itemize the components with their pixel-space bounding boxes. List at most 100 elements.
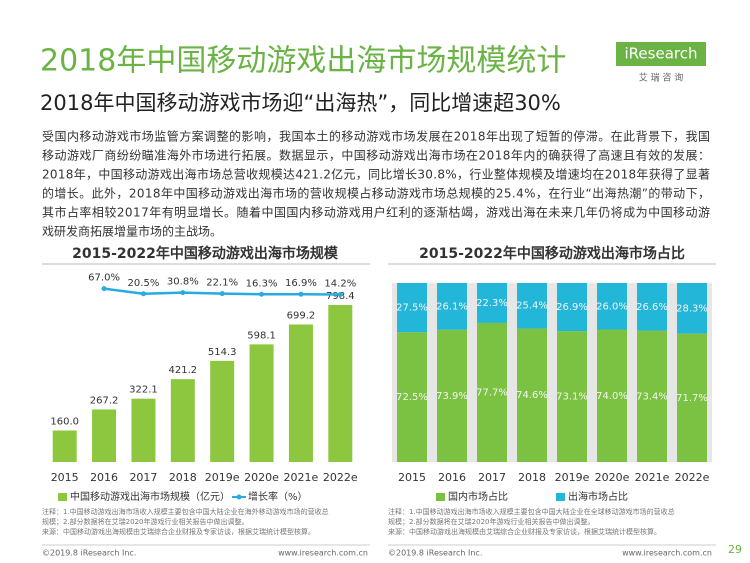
x-tick-label: 2021e — [635, 471, 670, 484]
stacked-bar — [597, 283, 627, 330]
growth-point — [219, 291, 225, 297]
page-title: 2018年中国移动游戏出海市场规模统计 — [40, 44, 566, 79]
data-label: 25.4% — [516, 301, 548, 312]
data-label: 71.7% — [676, 393, 708, 404]
growth-point — [298, 291, 304, 297]
data-label: 77.7% — [476, 387, 508, 398]
data-label: 26.0% — [596, 301, 628, 312]
stacked-bar — [677, 333, 707, 462]
paragraph-line: 其市占率相较2017年有明显增长。随着中国国内移动游戏用户红利的逐渐枯竭，游戏出… — [42, 205, 710, 220]
note: 来源：中国移动游戏出海规模由艾瑞综合企业财报及专家访谈，根据艾瑞统计模型核算。 — [42, 527, 315, 536]
x-tick-label: 2016 — [438, 471, 466, 484]
stacked-bar — [477, 322, 507, 462]
growth-point — [101, 286, 107, 292]
copyright: ©2019.8 iResearch Inc. — [388, 549, 482, 558]
data-label: 74.0% — [596, 391, 628, 402]
copyright: ©2019.8 iResearch Inc. — [42, 549, 136, 558]
data-label: 26.9% — [556, 302, 588, 313]
legend-swatch — [556, 493, 565, 501]
bar — [131, 398, 156, 462]
legend-label: 中国移动游戏出海市场规模（亿元） — [70, 490, 230, 503]
data-label: 16.9% — [285, 278, 317, 289]
stacked-bar — [437, 329, 467, 462]
chart-title: 2015-2022年中国移动游戏出海市场规模 — [72, 245, 339, 262]
data-label: 26.1% — [436, 301, 468, 312]
data-label: 267.2 — [90, 395, 119, 406]
paragraph-line: 戏研发商拓展增量市场的主战场。 — [42, 224, 222, 239]
data-label: 22.1% — [206, 278, 238, 289]
stacked-bar — [637, 283, 667, 331]
legend-swatch — [58, 493, 67, 501]
x-tick-label: 2015 — [51, 471, 79, 484]
stacked-bar — [517, 283, 547, 329]
stacked-bar — [437, 283, 467, 330]
url: www.iresearch.com.cn — [622, 549, 712, 558]
bar — [288, 324, 313, 462]
data-label: 74.6% — [516, 390, 548, 401]
data-label: 72.5% — [396, 392, 428, 403]
legend-label: 国内市场占比 — [448, 490, 508, 503]
x-tick-label: 2022e — [323, 471, 358, 484]
legend-label: 增长率（%） — [248, 490, 308, 503]
stacked-bar — [477, 283, 507, 323]
stacked-bar — [397, 332, 427, 462]
data-label: 14.2% — [324, 278, 356, 289]
x-tick-label: 2017 — [478, 471, 506, 484]
stacked-bar — [637, 330, 667, 462]
data-label: 73.9% — [436, 391, 468, 402]
legend-label: 出海市场占比 — [568, 490, 628, 503]
data-label: 20.5% — [128, 278, 160, 289]
bar — [52, 430, 77, 462]
note: 规模；2.部分数据将在艾瑞2020年游戏行业相关报告中做出调整。 — [388, 517, 595, 526]
data-label: 598.1 — [247, 330, 276, 341]
x-tick-label: 2020e — [595, 471, 630, 484]
data-label: 26.6% — [636, 302, 668, 313]
logo-box — [616, 42, 706, 66]
logo-sub: 艾 瑞 咨 询 — [639, 72, 684, 84]
legend-swatch — [436, 493, 445, 501]
x-tick-label: 2019e — [205, 471, 240, 484]
bar — [249, 344, 274, 462]
note: 规模；2.部分数据将在艾瑞2020年游戏行业相关报告中做出调整。 — [42, 517, 249, 526]
data-label: 73.1% — [556, 392, 588, 403]
subtitle: 2018年中国移动游戏市场迎“出海热”，同比增速超30% — [40, 91, 561, 115]
stacked-bar — [397, 283, 427, 333]
growth-point — [180, 290, 186, 296]
bar — [210, 360, 235, 462]
note: 注释：1.中国移动游戏出海市场收入规模主要包含中国大陆企业在海外移动游戏市场的营… — [42, 507, 329, 516]
chart-title: 2015-2022年中国移动游戏出海市场占比 — [419, 245, 685, 262]
data-label: 514.3 — [208, 347, 237, 358]
page-number: 29 — [728, 543, 742, 556]
paragraph-line: 受国内移动游戏市场监管方案调整的影响，我国本土的移动游戏市场发展在2018年出现… — [42, 129, 710, 144]
data-label: 16.3% — [246, 278, 278, 289]
paragraph-line: 2018年，中国移动游戏出海市场总营收规模达421.2亿元，同比增长30.8%，… — [42, 167, 710, 182]
stacked-bar — [597, 329, 627, 462]
x-tick-label: 2022e — [675, 471, 710, 484]
data-label: 67.0% — [88, 273, 120, 284]
growth-point — [259, 291, 265, 297]
x-tick-label: 2016 — [90, 471, 118, 484]
growth-point — [337, 291, 343, 297]
stacked-bar — [517, 328, 547, 462]
bar — [92, 409, 117, 462]
x-tick-label: 2017 — [129, 471, 157, 484]
paragraph-line: 移动游戏厂商纷纷瞄准海外市场进行拓展。数据显示，中国移动游戏出海市场在2018年… — [42, 148, 710, 163]
note: 注释：1.中国移动游戏出海市场收入规模主要包含中国大陆企业在全球移动游戏市场的营… — [388, 507, 675, 516]
stacked-bar — [677, 283, 707, 334]
data-label: 160.0 — [50, 417, 79, 428]
bar — [170, 379, 195, 462]
x-tick-label: 2015 — [398, 471, 426, 484]
x-tick-label: 2019e — [555, 471, 590, 484]
logo: iResearch — [625, 45, 698, 63]
url: www.iresearch.com.cn — [278, 549, 368, 558]
paragraph-line: 的增长。此外，2018年中国移动游戏出海市场的营收规模占移动游戏市场总规模的25… — [42, 186, 710, 201]
data-label: 22.3% — [476, 298, 508, 309]
x-tick-label: 2020e — [244, 471, 279, 484]
data-label: 27.5% — [396, 303, 428, 314]
growth-point — [140, 291, 146, 297]
note: 来源：中国移动游戏出海规模由艾瑞综合企业财报及专家访谈，根据艾瑞统计模型核算。 — [388, 527, 661, 536]
data-label: 73.4% — [636, 391, 668, 402]
x-tick-label: 2018 — [518, 471, 546, 484]
